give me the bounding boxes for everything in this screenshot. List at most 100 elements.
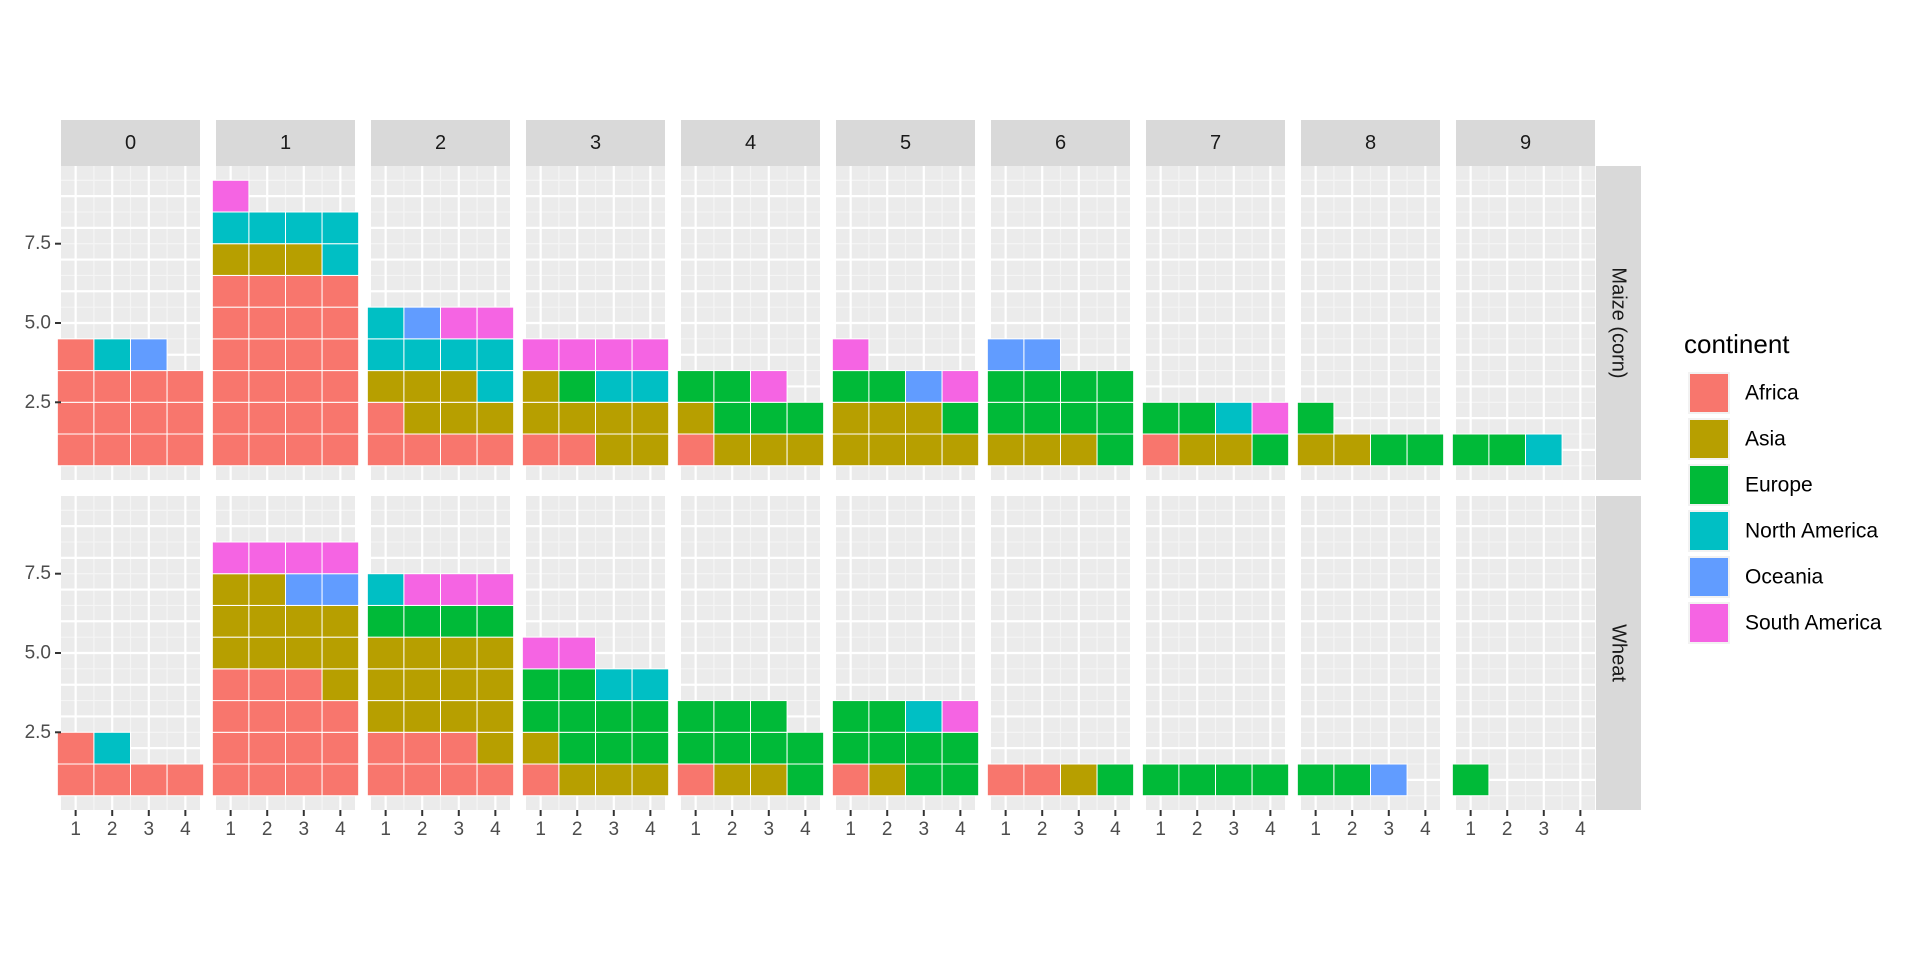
tile-africa (285, 306, 323, 340)
tile-africa (248, 763, 286, 797)
row-strip-label: Wheat (1608, 624, 1630, 682)
tile-asia (713, 763, 751, 797)
tile-europe (476, 604, 515, 638)
tile-europe (1215, 763, 1253, 797)
legend: continent Africa Asia Europe North America O… (1684, 329, 1882, 644)
x-tick-label: 1 (1465, 819, 1476, 840)
tile-europe (1406, 433, 1445, 467)
tile-africa (366, 731, 405, 765)
panel-wheat-7 (1141, 496, 1290, 810)
x-tick-label: 2 (107, 819, 118, 840)
col-strip-9: 9 (1456, 120, 1595, 166)
tile-europe (403, 604, 441, 638)
tile-asia (786, 433, 825, 467)
tile-africa (248, 338, 286, 372)
tile-asia (440, 370, 478, 403)
x-tick-label: 2 (262, 819, 273, 840)
tile-europe (558, 700, 596, 733)
tile-south-america (941, 370, 980, 403)
tile-north-america (403, 338, 441, 372)
x-tick-label: 2 (727, 819, 738, 840)
tile-asia (476, 731, 515, 765)
tile-europe (831, 700, 870, 733)
tile-north-america (476, 370, 515, 403)
x-tick-label: 2 (1192, 819, 1203, 840)
x-tick-label: 4 (1110, 819, 1121, 840)
tile-europe (786, 401, 825, 435)
tile-asia (248, 604, 286, 638)
tile-europe (1251, 763, 1290, 797)
x-tick-label: 3 (1384, 819, 1395, 840)
tile-africa (285, 700, 323, 733)
col-strip-1: 1 (216, 120, 355, 166)
col-strip-label: 0 (125, 132, 136, 154)
tile-africa (403, 433, 441, 467)
tile-africa (403, 763, 441, 797)
legend-swatch (1690, 512, 1728, 550)
tile-oceania (130, 338, 168, 372)
tile-south-america (558, 636, 596, 670)
x-tick-label: 4 (490, 819, 501, 840)
tile-asia (403, 636, 441, 670)
tile-africa (211, 763, 250, 797)
tile-africa (321, 401, 360, 435)
tile-africa (130, 401, 168, 435)
tile-south-america (440, 306, 478, 340)
tile-asia (986, 433, 1025, 467)
x-tick-label: 3 (764, 819, 775, 840)
x-tick-label: 3 (454, 819, 465, 840)
tile-europe (831, 731, 870, 765)
tile-asia (558, 763, 596, 797)
tile-asia (366, 370, 405, 403)
tile-north-america (631, 370, 670, 403)
col-strip-background (681, 120, 820, 166)
tile-europe (941, 731, 980, 765)
axes: 2.5 5.0 7.5 2.5 5.0 7.5 1 2 3 4 1 2 3 4 1 2 3 4 1 2 3 4 1 2 3 4 1 2… (25, 233, 1587, 840)
tile-africa (285, 668, 323, 702)
tile-africa (831, 763, 870, 797)
tile-north-america (321, 211, 360, 245)
tile-asia (521, 731, 560, 765)
x-tick-label: 1 (845, 819, 856, 840)
legend-label: Africa (1745, 382, 1799, 405)
panel-wheat-0 (56, 496, 205, 810)
tile-europe (1141, 763, 1180, 797)
tile-asia (211, 573, 250, 606)
legend-swatch (1690, 558, 1728, 596)
col-strip-0: 0 (61, 120, 200, 166)
panel-maize-corn-9 (1451, 166, 1595, 480)
tile-africa (986, 763, 1025, 797)
x-tick-label: 4 (1575, 819, 1586, 840)
tile-north-america (476, 338, 515, 372)
tile-south-america (831, 338, 870, 372)
tile-europe (1096, 401, 1135, 435)
tile-asia (1215, 433, 1253, 467)
tile-asia (941, 433, 980, 467)
tile-south-america (248, 541, 286, 575)
tile-asia (440, 700, 478, 733)
tile-south-america (476, 306, 515, 340)
legend-item-south-america: South America (1688, 602, 1882, 644)
tile-africa (321, 433, 360, 467)
tile-africa (56, 763, 95, 797)
tile-asia (558, 401, 596, 435)
tile-africa (248, 401, 286, 435)
col-strip-6: 6 (991, 120, 1130, 166)
tile-africa (366, 401, 405, 435)
tile-asia (905, 401, 943, 435)
tile-asia (868, 401, 906, 435)
tile-oceania (1370, 763, 1408, 797)
tile-africa (248, 731, 286, 765)
col-strip-background (1146, 120, 1285, 166)
tile-europe (986, 370, 1025, 403)
tile-africa (366, 433, 405, 467)
tile-oceania (403, 306, 441, 340)
tile-south-america (631, 338, 670, 372)
tile-europe (868, 370, 906, 403)
tile-africa (321, 370, 360, 403)
tile-africa (366, 763, 405, 797)
tile-asia (831, 401, 870, 435)
tile-north-america (93, 338, 131, 372)
panel-wheat-6 (986, 496, 1135, 810)
